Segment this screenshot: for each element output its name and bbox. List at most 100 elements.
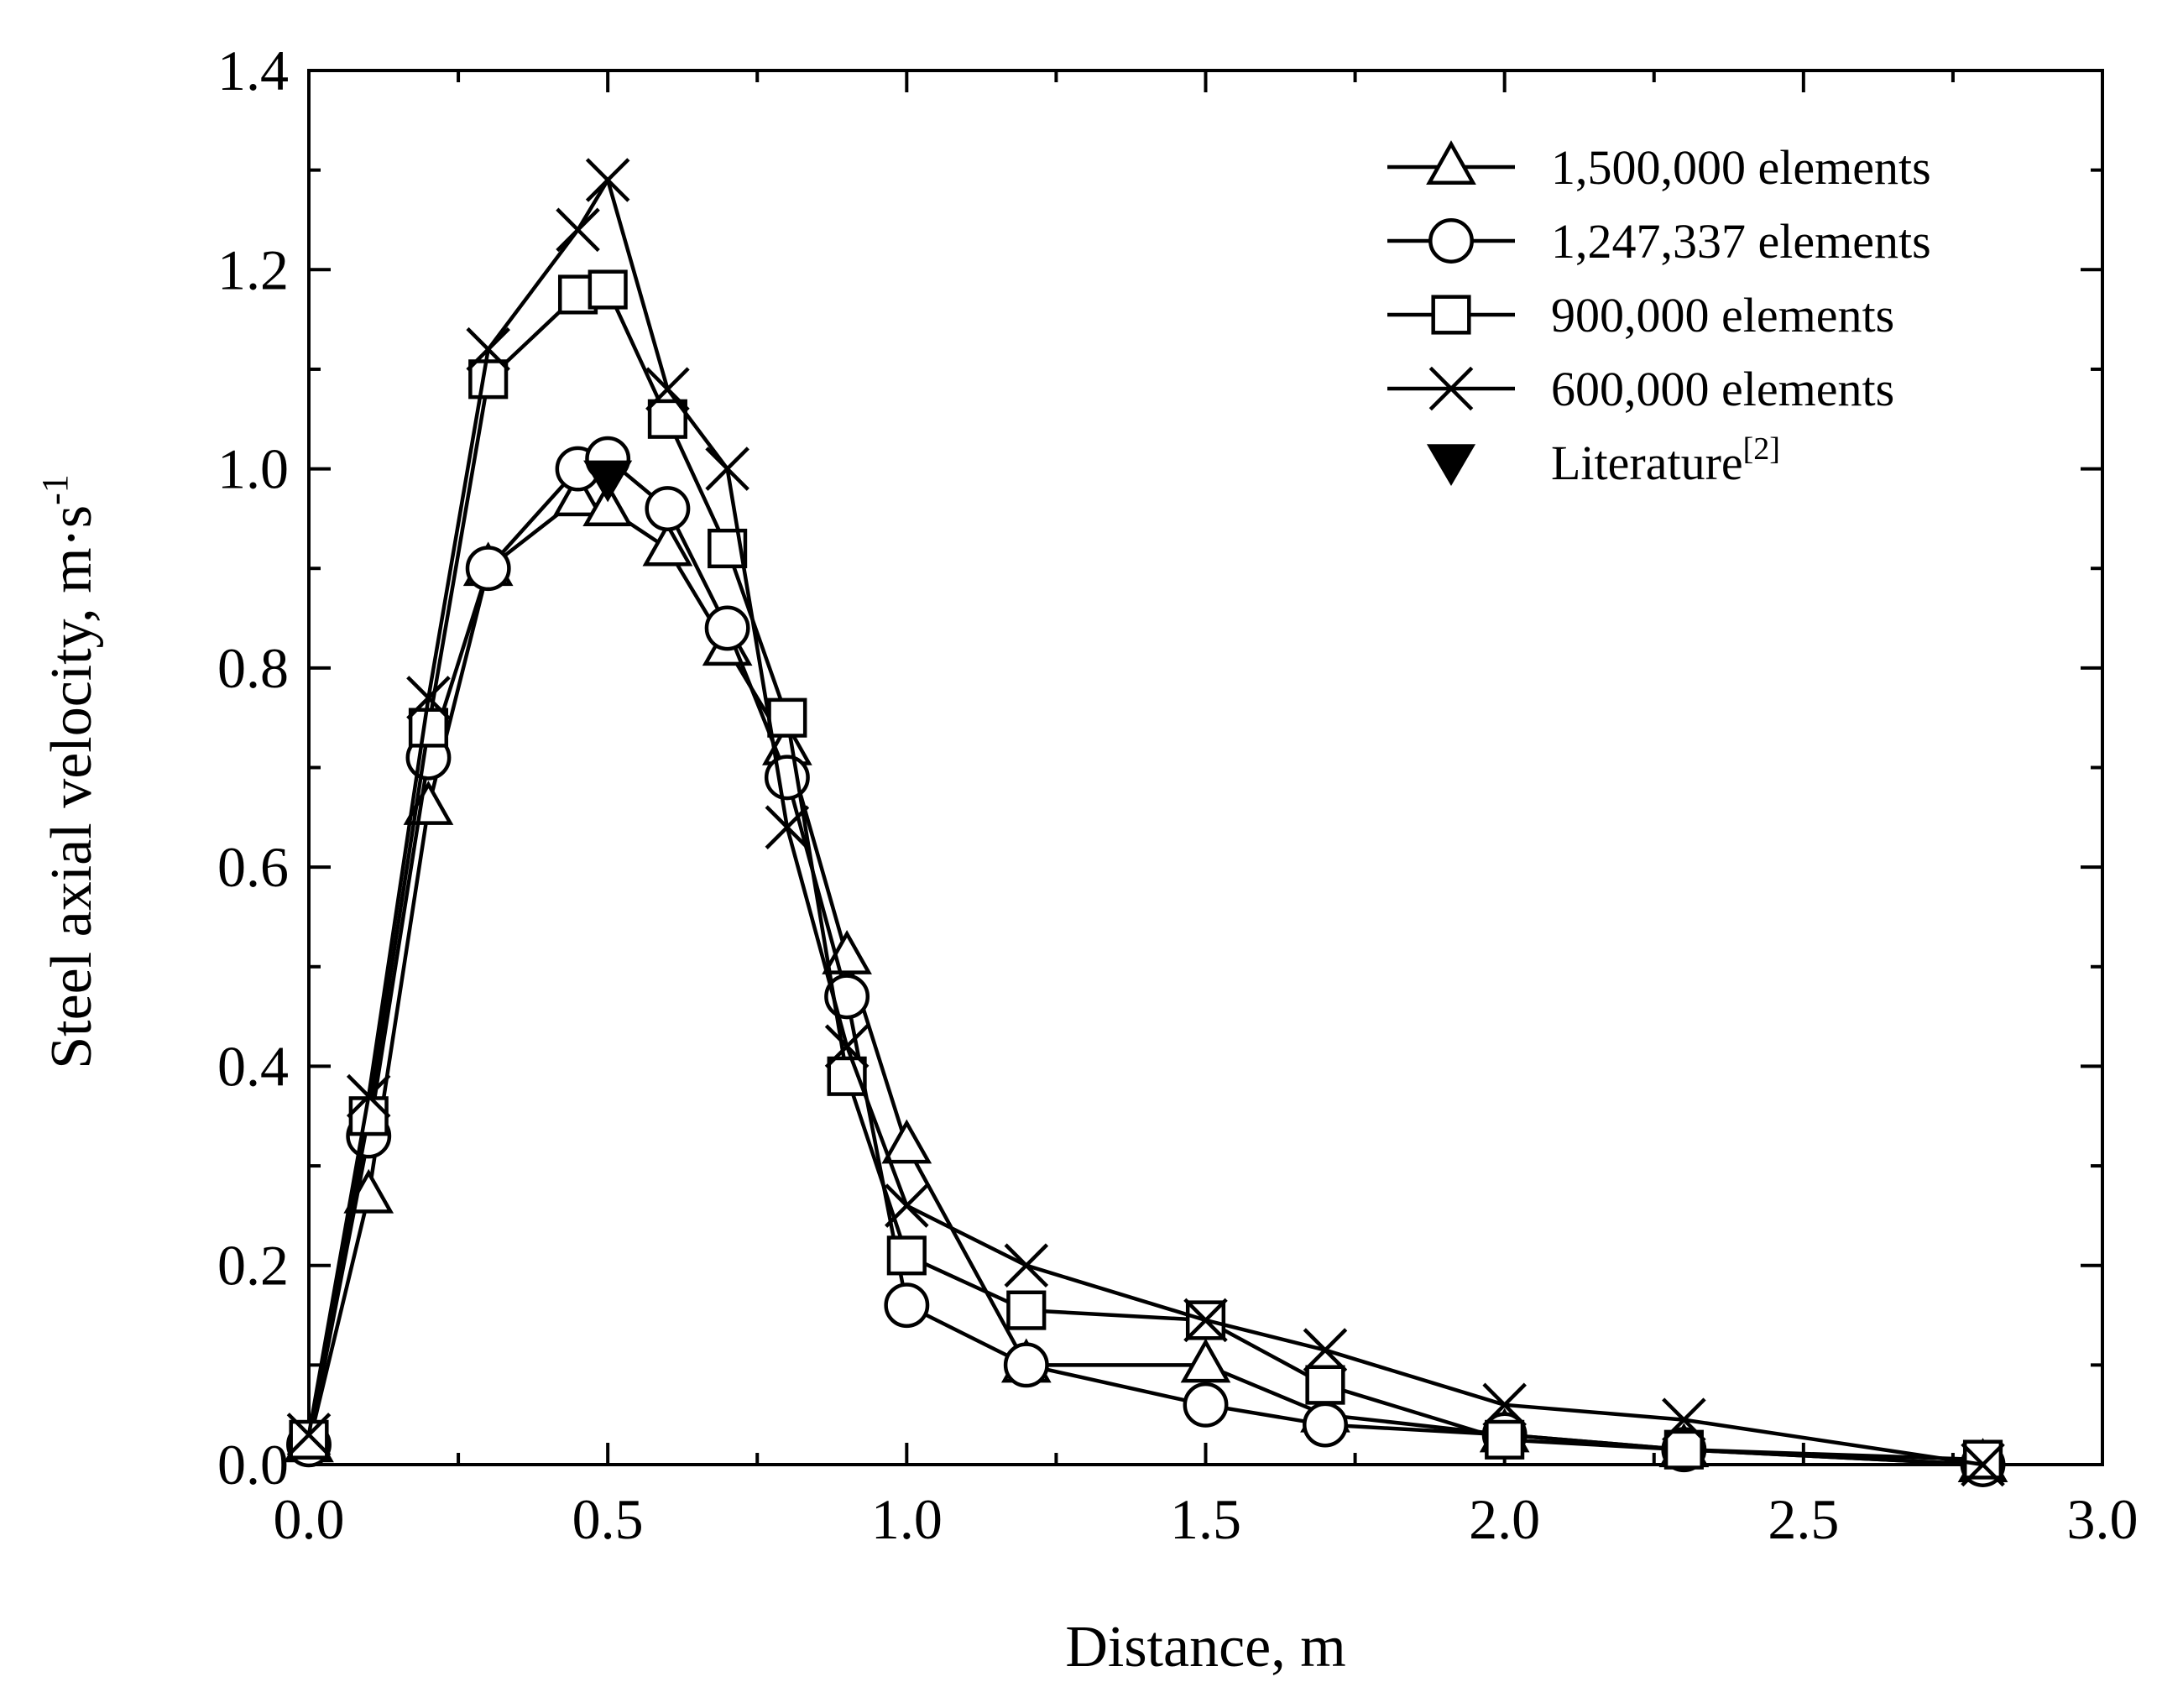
data-point-series-0: [582, 482, 634, 526]
data-point-series-1: [764, 755, 810, 801]
data-point-series-1: [704, 605, 750, 651]
data-point-series-4: [583, 460, 633, 503]
y-tick-label: 1.2: [217, 238, 289, 301]
data-point-series-1: [465, 546, 511, 592]
legend-label: 1,500,000 elements: [1551, 140, 1931, 195]
data-point-series-2: [767, 697, 807, 738]
x-tick-label: 0.0: [274, 1487, 345, 1551]
data-point-series-2: [886, 1235, 927, 1276]
series-line-1: [306, 457, 1983, 1467]
data-point-series-3-stroke: [466, 326, 510, 372]
data-point-series-3-stroke: [346, 1073, 391, 1119]
legend-marker: [1428, 366, 1474, 411]
data-point-series-3-stroke: [585, 158, 630, 202]
legend-label: 1,247,337 elements: [1551, 214, 1931, 269]
data-point-series-3: [1004, 1243, 1049, 1288]
y-tick-label: 0.2: [217, 1234, 289, 1298]
legend-label: 900,000 elements: [1551, 288, 1894, 342]
series-4: [583, 460, 633, 503]
legend-item-1: 1,247,337 elements: [1387, 214, 1931, 269]
data-point-series-3-stroke: [824, 1024, 870, 1068]
data-point-series-1: [884, 1282, 930, 1329]
legend-label-text: Literature: [1551, 436, 1743, 490]
legend-marker: [1428, 218, 1474, 264]
y-tick-label: 0.4: [217, 1034, 289, 1098]
x-axis-label: Distance, m: [1065, 1615, 1345, 1679]
series-3: [286, 158, 2005, 1487]
data-point-series-3: [1482, 1382, 1527, 1428]
y-tick-label: 0.6: [217, 835, 289, 899]
data-point-series-2: [588, 269, 628, 310]
data-point-series-3-stroke: [1662, 1397, 1706, 1442]
data-point-series-3: [585, 158, 630, 202]
data-point-series-0: [642, 521, 693, 567]
legend-label-text: 1,247,337 elements: [1551, 214, 1931, 269]
series-2: [289, 269, 2003, 1480]
data-point-series-3-stroke: [1961, 1442, 2005, 1487]
x-tick-label: 0.5: [572, 1487, 644, 1551]
legend-marker: [1431, 295, 1471, 335]
legend-item-4: Literature[2]: [1426, 431, 1780, 490]
data-point-series-2: [468, 359, 509, 400]
data-point-series-3: [705, 447, 749, 491]
data-point-series-3: [1183, 1298, 1228, 1343]
series-0: [284, 472, 2008, 1482]
data-point-series-3-stroke: [645, 367, 690, 411]
data-point-series-2: [1962, 1439, 2003, 1480]
series-line-0: [306, 496, 1983, 1467]
data-point-series-1: [1003, 1342, 1049, 1388]
data-point-series-3: [286, 1413, 332, 1457]
y-tick-label: 1.0: [217, 437, 289, 501]
data-point-series-3: [406, 676, 451, 720]
data-point-series-2: [1663, 1429, 1704, 1470]
data-point-series-3: [1303, 1328, 1348, 1372]
data-point-series-1: [1183, 1382, 1229, 1428]
data-point-series-0: [881, 1119, 932, 1164]
legend-label-text: 1,500,000 elements: [1551, 140, 1931, 195]
y-axis-label: Steel axial velocity, m·s-1: [34, 474, 104, 1069]
data-point-series-1: [1303, 1402, 1348, 1448]
data-point-series-2: [1006, 1290, 1047, 1330]
data-point-series-0: [1180, 1338, 1231, 1383]
legend-item-2: 900,000 elements: [1387, 288, 1894, 342]
data-point-series-3: [1662, 1397, 1706, 1442]
legend-item-0: 1,500,000 elements: [1387, 140, 1931, 195]
data-point-series-3-stroke: [765, 805, 810, 849]
data-point-series-3-stroke: [286, 1413, 332, 1457]
y-axis-label-main: Steel axial velocity, m·s: [39, 505, 104, 1069]
data-point-series-3-stroke: [705, 447, 749, 491]
x-tick-label: 1.5: [1170, 1487, 1241, 1551]
legend-marker-stroke: [1428, 366, 1474, 411]
y-tick-label: 0.0: [217, 1433, 289, 1496]
data-point-series-3-stroke: [1004, 1243, 1049, 1288]
legend-marker: [1426, 444, 1476, 486]
data-point-series-3: [346, 1073, 391, 1119]
data-point-series-3-stroke: [556, 207, 600, 253]
series-1: [286, 436, 2006, 1487]
data-point-series-3-stroke: [885, 1183, 929, 1228]
y-tick-label: 1.4: [217, 39, 289, 102]
data-point-series-3: [765, 805, 810, 849]
data-point-series-3: [824, 1024, 870, 1068]
y-tick-label: 0.8: [217, 636, 289, 700]
legend-item-3: 600,000 elements: [1387, 362, 1894, 416]
legend-label: Literature[2]: [1551, 431, 1780, 490]
data-point-series-3-stroke: [1303, 1328, 1348, 1372]
data-point-series-2: [647, 399, 687, 439]
data-point-series-3: [885, 1183, 929, 1228]
x-tick-label: 3.0: [2067, 1487, 2139, 1551]
data-point-series-3: [645, 367, 690, 411]
legend-label-text: 600,000 elements: [1551, 362, 1894, 416]
data-point-series-3: [1961, 1442, 2005, 1487]
data-point-series-2: [1485, 1419, 1525, 1460]
data-point-series-3-stroke: [1482, 1382, 1527, 1428]
legend-marker: [1426, 140, 1476, 185]
x-tick-label: 2.5: [1768, 1487, 1839, 1551]
data-point-series-3: [556, 207, 600, 253]
data-point-series-2: [408, 708, 449, 748]
x-tick-label: 1.0: [871, 1487, 943, 1551]
legend-label-superscript: [2]: [1743, 431, 1780, 467]
legend-label-text: 900,000 elements: [1551, 288, 1894, 342]
